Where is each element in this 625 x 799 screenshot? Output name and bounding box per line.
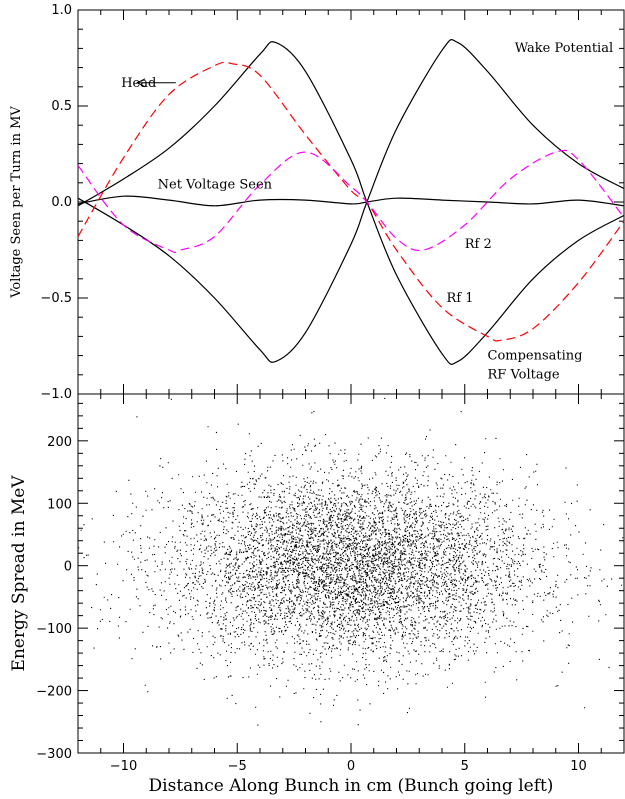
voltage-y-tick-label: 0.5 bbox=[51, 99, 72, 114]
voltage-panel: −1.0−0.50.00.51.0 Wake PotentialHeadNet … bbox=[9, 3, 625, 402]
voltage-panel-ticks bbox=[77, 9, 625, 395]
energy-y-tick-labels: −300 −200 −100 0 100 200 bbox=[36, 435, 72, 762]
net-voltage-seen-label: Net Voltage Seen bbox=[158, 178, 273, 193]
energy-panel-frame bbox=[77, 393, 625, 754]
distance-x-tick-labels: −10 −5 0 5 10 bbox=[110, 759, 587, 774]
energy-y-tick-label: −200 bbox=[36, 685, 72, 700]
head-arrow-icon bbox=[136, 78, 176, 88]
voltage-y-tick-label: 1.0 bbox=[51, 3, 72, 18]
energy-scatter-dots bbox=[78, 397, 624, 726]
distance-x-tick-label: −10 bbox=[110, 759, 137, 774]
rf-2-line bbox=[77, 149, 625, 254]
distance-x-tick-label: 10 bbox=[570, 759, 587, 774]
distance-x-axis-label: Distance Along Bunch in cm (Bunch going … bbox=[149, 776, 554, 796]
energy-y-tick-label: −300 bbox=[36, 747, 72, 762]
voltage-y-axis-label: Voltage Seen per Turn in MV bbox=[9, 106, 24, 299]
rf-voltage-label: RF Voltage bbox=[488, 368, 560, 383]
energy-scatter-points bbox=[78, 397, 624, 726]
wake-potential-label: Wake Potential bbox=[515, 41, 613, 56]
energy-y-tick-label: −100 bbox=[36, 622, 72, 637]
energy-panel: −300 −200 −100 0 100 200 −10 −5 0 5 10 Energy Spr… bbox=[9, 393, 625, 796]
rf-2-label: Rf 2 bbox=[465, 237, 492, 252]
energy-y-axis-label: Energy Spread in MeV bbox=[9, 475, 29, 672]
energy-y-tick-label: 200 bbox=[47, 435, 72, 450]
compensating-rf-voltage-line bbox=[77, 39, 625, 363]
net-voltage-seen-line bbox=[77, 195, 625, 207]
distance-x-tick-label: −5 bbox=[228, 759, 247, 774]
voltage-y-tick-label: −0.5 bbox=[40, 291, 72, 306]
wake-potential-line bbox=[77, 41, 625, 365]
energy-panel-ticks bbox=[77, 394, 625, 754]
energy-y-tick-label: 0 bbox=[64, 560, 72, 575]
rf-1-label: Rf 1 bbox=[447, 291, 474, 306]
distance-x-tick-label: 0 bbox=[347, 759, 355, 774]
compensating-label: Compensating bbox=[488, 348, 583, 363]
voltage-y-tick-label: −1.0 bbox=[40, 387, 72, 402]
energy-y-tick-label: 100 bbox=[47, 497, 72, 512]
head-arrow-tip bbox=[136, 78, 146, 88]
voltage-y-tick-labels: −1.0 −0.5 0.0 0.5 1.0 bbox=[40, 3, 72, 402]
voltage-series bbox=[77, 39, 625, 365]
voltage-y-tick-label: 0.0 bbox=[51, 195, 72, 210]
rf-1-line bbox=[77, 61, 625, 342]
distance-x-tick-label: 5 bbox=[461, 759, 469, 774]
voltage-panel-frame bbox=[77, 9, 625, 395]
